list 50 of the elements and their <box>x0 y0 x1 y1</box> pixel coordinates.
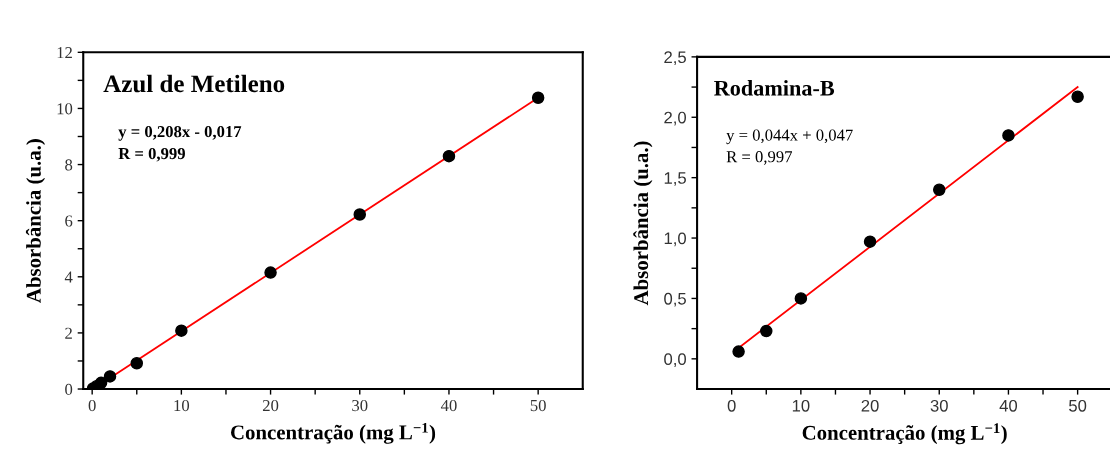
point <box>732 345 745 358</box>
annotation: R = 0,999 <box>118 147 185 162</box>
x-tick-label: 0 <box>88 399 96 412</box>
point <box>531 91 545 105</box>
point <box>264 266 277 279</box>
y-tick-label: 10 <box>57 103 73 115</box>
point <box>932 183 946 196</box>
point <box>353 208 367 221</box>
point <box>130 356 144 370</box>
point <box>103 370 117 383</box>
y-tick-label: 12 <box>57 47 72 59</box>
x-tick-label: 40 <box>440 399 457 412</box>
y-tick-label: 0,0 <box>664 353 687 367</box>
y-axis-title: Absorbância (u.a.) <box>633 141 653 306</box>
annotation: y = 0,044x + 0,047 <box>726 129 853 145</box>
point <box>1002 129 1015 142</box>
y-axis-title: Absorbância (u.a.) <box>25 139 46 303</box>
y-tick-label: 2,0 <box>664 111 687 126</box>
point <box>94 376 108 390</box>
y-tick-label: 8 <box>65 159 73 171</box>
x-tick-label: 30 <box>930 399 948 412</box>
point <box>442 149 456 163</box>
x-tick-label: 20 <box>262 399 279 412</box>
y-tick-label: 4 <box>64 271 73 283</box>
y-tick-label: 1,0 <box>664 232 687 247</box>
x-tick-label: 10 <box>792 399 810 412</box>
y-tick-label: 2,5 <box>664 51 686 66</box>
point <box>794 292 808 305</box>
x-tick-label: 50 <box>1069 399 1087 412</box>
point <box>863 235 877 248</box>
x-tick-label: 30 <box>352 399 368 412</box>
y-tick-label: 2 <box>65 327 72 339</box>
text: Azul de Metileno <box>103 74 285 93</box>
y-tick-label: 1,5 <box>664 172 686 186</box>
point <box>175 324 188 337</box>
y-tick-label: 0,5 <box>664 292 686 307</box>
x-tick-label: 50 <box>530 399 546 412</box>
x-tick-label: 40 <box>999 399 1018 412</box>
text: Rodamina-B <box>714 80 835 96</box>
point <box>1071 90 1084 103</box>
point <box>760 324 773 338</box>
y-tick-label: 0 <box>65 383 73 395</box>
x-axis-title: Concentração (mg L$^{−1}$) <box>802 423 1007 445</box>
x-tick-label: 0 <box>727 399 736 412</box>
x-tick-label: 20 <box>861 399 879 412</box>
annotation: R = 0,997 <box>726 151 793 165</box>
x-tick-label: 10 <box>174 399 190 412</box>
annotation: y = 0,208x - 0,017 <box>118 126 242 141</box>
x-axis-title: Concentração (mg L$^{−1}$) <box>231 422 436 444</box>
y-tick-label: 6 <box>65 215 73 227</box>
